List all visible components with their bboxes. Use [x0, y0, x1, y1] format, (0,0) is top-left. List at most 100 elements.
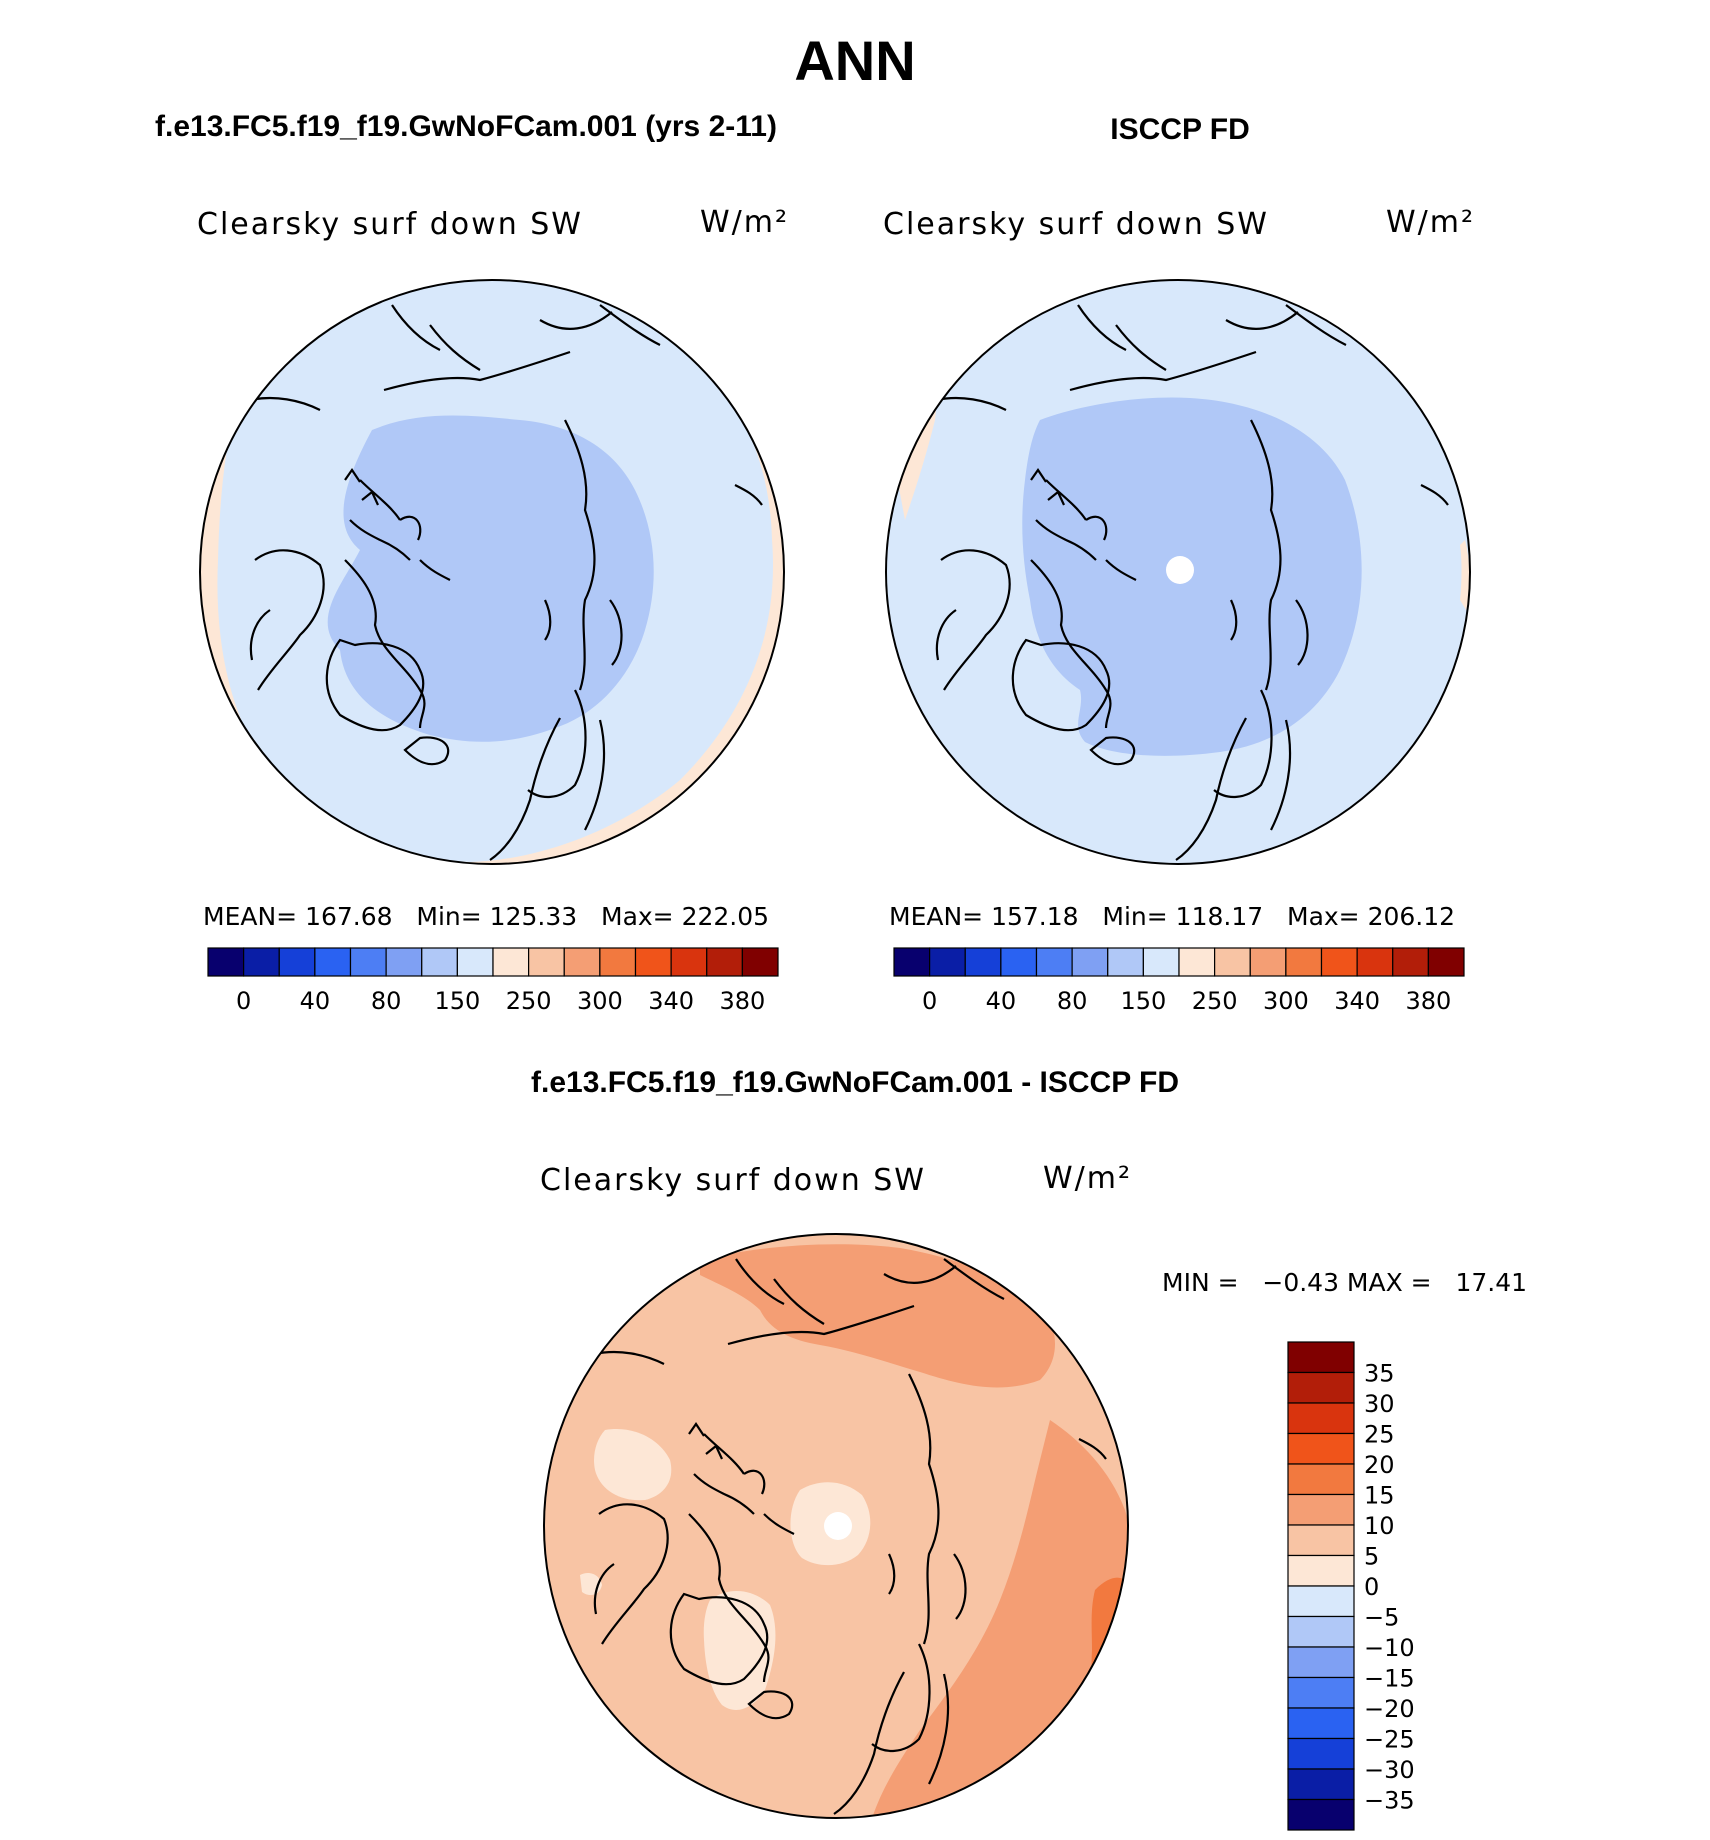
left-colorbar-box	[670, 947, 708, 977]
right-colorbar-box	[964, 947, 1002, 977]
diff-colorbar-box	[1287, 1341, 1355, 1374]
left-colorbar-label: 380	[719, 987, 765, 1015]
diff-colorbar-label: 25	[1364, 1421, 1395, 1449]
left-colorbar-box	[528, 947, 565, 977]
diff-map	[543, 1233, 1129, 1819]
diff-variable-label: Clearsky surf down SW	[540, 1163, 926, 1198]
diff-colorbar-label: 15	[1364, 1482, 1395, 1510]
left-colorbar-label: 250	[506, 987, 552, 1015]
diff-colorbar-label: 0	[1364, 1573, 1379, 1601]
left-colorbar-box	[421, 947, 458, 977]
right-colorbar-box	[1427, 947, 1465, 977]
diff-colorbar-label: 20	[1364, 1451, 1395, 1479]
diff-colorbar-label: −30	[1364, 1756, 1415, 1784]
right-colorbar-label: 150	[1120, 987, 1166, 1015]
right-colorbar-label: 80	[1057, 987, 1088, 1015]
diff-colorbar-box	[1287, 1676, 1355, 1709]
diff-colorbar-box	[1287, 1707, 1355, 1740]
right-map-right-edge-band	[1460, 540, 1470, 610]
right-colorbar-box	[1356, 947, 1394, 977]
right-colorbar-box	[893, 947, 931, 977]
right-colorbar-box	[1142, 947, 1180, 977]
left-map-border	[199, 279, 785, 865]
right-colorbar-box	[1285, 947, 1323, 977]
right-colorbar-box	[929, 947, 966, 977]
diff-colorbar-box	[1287, 1432, 1355, 1465]
diff-colorbar-box	[1287, 1463, 1355, 1496]
diff-colorbar-box	[1287, 1493, 1355, 1526]
diff-colorbar-label: −10	[1364, 1634, 1415, 1662]
right-colorbar: 0 40 80 150 250 300 340 380	[893, 947, 1465, 1015]
diff-colorbar-box	[1287, 1524, 1355, 1557]
left-colorbar-label: 340	[648, 987, 694, 1015]
right-units-label: W/m²	[1386, 205, 1476, 240]
diff-colorbar-box	[1287, 1615, 1355, 1648]
diff-colorbar-label: 30	[1364, 1390, 1395, 1418]
left-colorbar-box	[314, 947, 352, 977]
left-colorbar-label: 300	[577, 987, 623, 1015]
left-panel-title: f.e13.FC5.f19_f19.GwNoFCam.001 (yrs 2-11…	[155, 110, 777, 143]
diff-map-pole-mask	[824, 1512, 852, 1540]
diff-colorbar-box	[1287, 1402, 1355, 1435]
right-colorbar-label: 40	[986, 987, 1017, 1015]
left-colorbar-box	[706, 947, 743, 977]
right-panel-title: ISCCP FD	[1110, 113, 1250, 146]
left-colorbar-label: 40	[300, 987, 331, 1015]
diff-colorbar-label: −20	[1364, 1695, 1415, 1723]
diff-minmax: MIN = −0.43 MAX = 17.41	[1162, 1268, 1528, 1297]
diff-colorbar-box	[1287, 1737, 1355, 1770]
diff-colorbar-label: 5	[1364, 1543, 1379, 1571]
diff-colorbar-box	[1287, 1554, 1355, 1587]
diff-colorbar-label: −15	[1364, 1665, 1415, 1693]
left-map-blue-region	[327, 415, 654, 742]
diff-units-label: W/m²	[1043, 1161, 1133, 1196]
right-colorbar-box	[1035, 947, 1073, 977]
left-map-coastlines	[249, 304, 763, 861]
right-map-pole-mask	[1166, 556, 1194, 584]
left-colorbar-label: 0	[236, 987, 251, 1015]
right-colorbar-box	[1249, 947, 1287, 977]
figure-title: ANN	[794, 29, 916, 92]
left-colorbar-box	[563, 947, 601, 977]
diff-colorbar-label: 35	[1364, 1360, 1395, 1388]
left-colorbar-label: 80	[371, 987, 402, 1015]
left-colorbar-box	[385, 947, 423, 977]
left-colorbar-box	[207, 947, 245, 977]
diff-colorbar-box	[1287, 1646, 1355, 1679]
right-colorbar-box	[1107, 947, 1144, 977]
left-colorbar-box	[278, 947, 316, 977]
left-colorbar-box	[492, 947, 530, 977]
right-colorbar-label: 0	[922, 987, 937, 1015]
left-stats: MEAN= 167.68 Min= 125.33 Max= 222.05	[203, 902, 770, 931]
left-colorbar: 0 40 80 150 250 300 340 380	[207, 947, 779, 1015]
diff-colorbar-label: −25	[1364, 1726, 1415, 1754]
diff-map-coastlines	[593, 1258, 1107, 1815]
right-colorbar-box	[1000, 947, 1038, 977]
left-colorbar-box	[243, 947, 280, 977]
right-colorbar-box	[1320, 947, 1358, 977]
left-colorbar-box	[634, 947, 672, 977]
right-colorbar-label: 340	[1334, 987, 1380, 1015]
diff-colorbar-box	[1287, 1768, 1355, 1801]
right-variable-label: Clearsky surf down SW	[883, 207, 1269, 242]
diff-map-hot-patch	[1091, 1577, 1128, 1710]
left-units-label: W/m²	[700, 205, 790, 240]
left-variable-label: Clearsky surf down SW	[197, 207, 583, 242]
left-colorbar-label: 150	[434, 987, 480, 1015]
right-colorbar-box	[1178, 947, 1216, 977]
diff-panel-title: f.e13.FC5.f19_f19.GwNoFCam.001 - ISCCP F…	[531, 1066, 1179, 1099]
right-colorbar-label: 380	[1405, 987, 1451, 1015]
right-colorbar-box	[1392, 947, 1429, 977]
diff-map-cool-patch-west	[594, 1429, 672, 1501]
diff-colorbar-box	[1287, 1798, 1355, 1831]
right-colorbar-box	[1214, 947, 1251, 977]
right-colorbar-label: 250	[1192, 987, 1238, 1015]
diff-map-top-warm-region	[700, 1244, 1055, 1388]
right-stats: MEAN= 157.18 Min= 118.17 Max= 206.12	[889, 902, 1456, 931]
diff-map-border	[543, 1233, 1129, 1819]
diff-colorbar-label: −35	[1364, 1787, 1415, 1815]
left-colorbar-box	[741, 947, 779, 977]
diff-colorbar-label: −5	[1364, 1604, 1399, 1632]
